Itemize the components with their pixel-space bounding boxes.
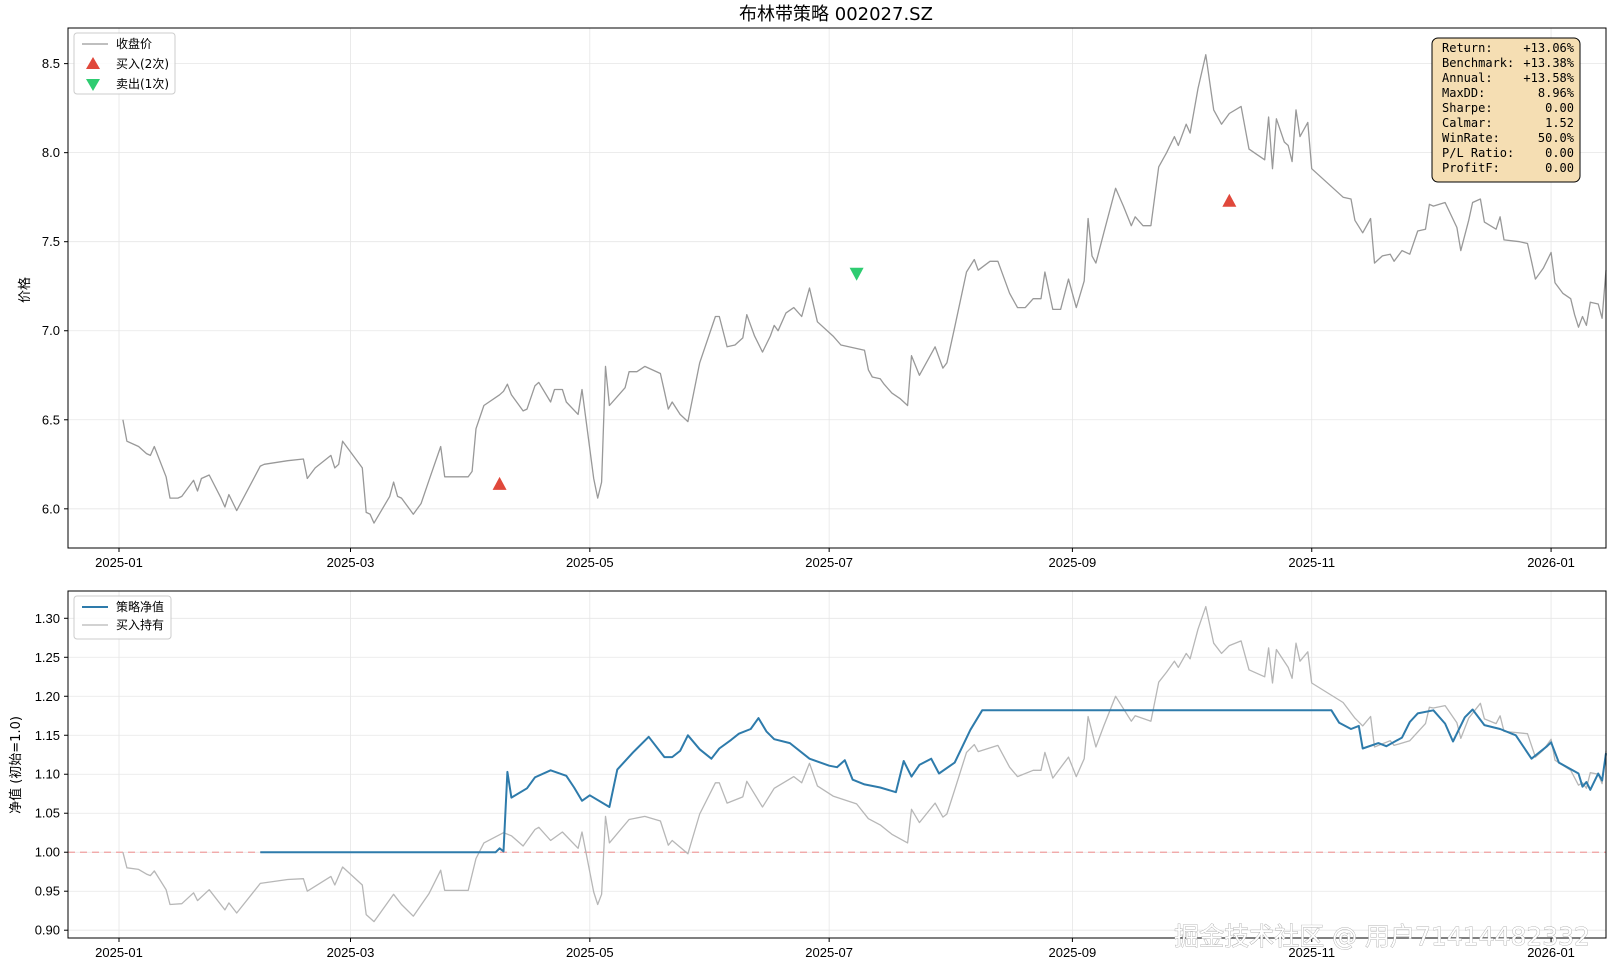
equity-lines [68, 605, 1607, 923]
equity-panel: 2025-01 2025-03 2025-05 2025-07 2025-09 2025-… [8, 590, 1607, 960]
x-tick-label: 2025-05 [566, 555, 614, 570]
stat-label: Benchmark: [1442, 56, 1514, 70]
x-tick-label: 2025-09 [1049, 555, 1097, 570]
close-price-line [122, 54, 1607, 524]
x-tick-label: 2025-01 [95, 555, 143, 570]
stat-value: 0.00 [1545, 146, 1574, 160]
x-tick-label: 2025-03 [327, 555, 375, 570]
x-tick-label: 2026-01 [1527, 555, 1575, 570]
y-tick-label: 7.5 [42, 234, 60, 249]
trade-markers [492, 193, 1237, 490]
equity-legend: 策略净值 买入持有 [73, 595, 172, 640]
stats-box-background [1431, 37, 1581, 183]
stat-value: 0.00 [1545, 101, 1574, 115]
strategy-equity-line [260, 708, 1607, 854]
stats-box: Return: +13.06% Benchmark: +13.38% Annual: +1… [1431, 37, 1581, 183]
price-legend: 收盘价 买入(2次) 卖出(1次) [73, 32, 176, 95]
x-tick-label: 2025-07 [805, 555, 853, 570]
legend-strategy-label: 策略净值 [116, 599, 164, 614]
legend-close-label: 收盘价 [116, 36, 152, 51]
x-tick-label: 2025-05 [566, 945, 614, 960]
equity-plot-area [68, 591, 1606, 938]
y-tick-label: 0.95 [35, 884, 60, 899]
stat-value: 50.0% [1538, 131, 1575, 145]
y-tick-label: 7.0 [42, 323, 60, 338]
stat-label: ProfitF: [1442, 161, 1500, 175]
legend-buy-icon [86, 57, 100, 69]
stat-label: P/L Ratio: [1442, 146, 1514, 160]
x-tick-label: 2025-11 [1288, 555, 1335, 570]
price-ticks: 2025-01 2025-03 2025-05 2025-07 2025-09 2025-… [42, 56, 1575, 570]
equity-ticks: 2025-01 2025-03 2025-05 2025-07 2025-09 2025-… [35, 611, 1575, 960]
stat-label: Calmar: [1442, 116, 1493, 130]
stat-value: +13.06% [1523, 41, 1574, 55]
buy-marker [1222, 193, 1237, 207]
x-tick-label: 2025-11 [1288, 945, 1335, 960]
legend-sell-label: 卖出(1次) [116, 77, 169, 91]
x-tick-label: 2025-03 [327, 945, 375, 960]
stat-label: Sharpe: [1442, 101, 1493, 115]
price-ylabel: 价格 [17, 277, 33, 303]
price-lines [122, 54, 1607, 524]
stat-value: +13.38% [1523, 56, 1574, 70]
stats-rows: Return: +13.06% Benchmark: +13.38% Annual: +1… [1442, 41, 1575, 175]
x-tick-label: 2026-01 [1527, 945, 1575, 960]
stat-value: +13.58% [1523, 71, 1574, 85]
stat-label: WinRate: [1442, 131, 1500, 145]
y-tick-label: 8.0 [42, 145, 60, 160]
stat-value: 0.00 [1545, 161, 1574, 175]
y-tick-label: 1.05 [35, 806, 60, 821]
y-tick-label: 8.5 [42, 56, 60, 71]
buy-marker [492, 476, 507, 490]
equity-axes-frame [67, 590, 1607, 939]
sell-marker [849, 267, 864, 281]
y-tick-label: 1.00 [35, 845, 60, 860]
x-tick-label: 2025-01 [95, 945, 143, 960]
x-tick-label: 2025-09 [1049, 945, 1097, 960]
y-tick-label: 6.0 [42, 501, 60, 516]
price-panel: 2025-01 2025-03 2025-05 2025-07 2025-09 2025-… [17, 27, 1607, 570]
y-tick-label: 1.10 [35, 767, 60, 782]
stat-label: Return: [1442, 41, 1493, 55]
stat-value: 8.96% [1538, 86, 1575, 100]
legend-hold-label: 买入持有 [116, 617, 164, 632]
stat-value: 1.52 [1545, 116, 1574, 130]
stat-label: Annual: [1442, 71, 1493, 85]
equity-grid [68, 591, 1606, 938]
legend-sell-icon [86, 79, 100, 91]
stat-label: MaxDD: [1442, 86, 1485, 100]
watermark: 掘金技术社区 @ 用户7141448233​2 [1174, 922, 1590, 951]
price-plot-area [68, 28, 1606, 548]
y-tick-label: 1.30 [35, 611, 60, 626]
price-axes-frame [67, 27, 1607, 549]
y-tick-label: 1.25 [35, 650, 60, 665]
chart-title: 布林带策略 002027.SZ [739, 4, 933, 25]
x-tick-label: 2025-07 [805, 945, 853, 960]
y-tick-label: 0.90 [35, 923, 60, 938]
y-tick-label: 1.15 [35, 728, 60, 743]
y-tick-label: 1.20 [35, 689, 60, 704]
legend-buy-label: 买入(2次) [116, 57, 169, 71]
price-grid [68, 28, 1606, 548]
y-tick-label: 6.5 [42, 412, 60, 427]
buy-hold-line [122, 605, 1607, 923]
equity-ylabel: 净值 (初始=1.0) [8, 716, 24, 814]
price-legend-box [73, 32, 176, 95]
